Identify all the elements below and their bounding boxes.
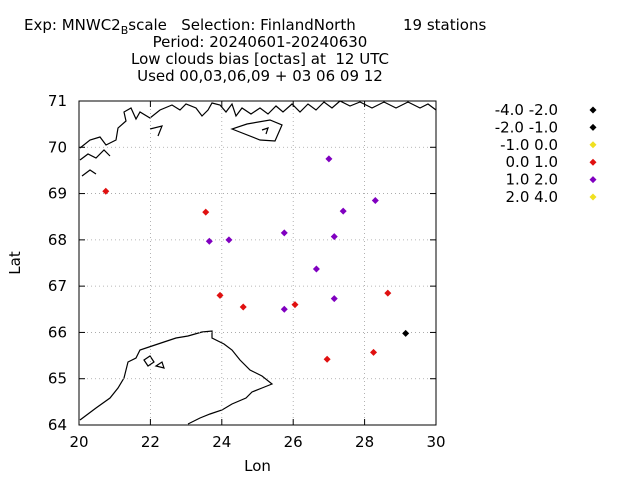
- station-point: [325, 155, 333, 163]
- legend-label: 1.0 2.0: [506, 171, 558, 189]
- x-tick-label: 28: [355, 433, 374, 451]
- station-point: [370, 348, 378, 356]
- y-tick-label: 71: [48, 92, 67, 110]
- legend-label: -2.0 -1.0: [495, 118, 558, 136]
- station-point: [330, 295, 338, 303]
- title-exp-subscript: B: [120, 24, 129, 37]
- y-tick-label: 66: [48, 323, 67, 341]
- station-point: [216, 291, 224, 299]
- title-parameter: Low clouds bias [octas] at 12 UTC: [131, 50, 389, 68]
- station-point: [205, 237, 213, 245]
- legend: -4.0 -2.0-2.0 -1.0-1.0 0.00.0 1.01.0 2.0…: [495, 101, 597, 206]
- y-tick-label: 69: [48, 185, 67, 203]
- x-tick-label: 24: [212, 433, 231, 451]
- x-tick-label: 22: [141, 433, 160, 451]
- station-point: [225, 236, 233, 244]
- station-point: [280, 229, 288, 237]
- station-point: [280, 305, 288, 313]
- station-point: [102, 187, 110, 195]
- y-tick-label: 67: [48, 277, 67, 295]
- legend-marker: [589, 141, 597, 149]
- title-stations: 19 stations: [403, 16, 487, 34]
- legend-marker: [589, 106, 597, 114]
- y-tick-label: 65: [48, 370, 67, 388]
- station-point: [371, 197, 379, 205]
- x-axis-label: Lon: [244, 457, 271, 475]
- title-selection: Selection: FinlandNorth: [181, 16, 356, 34]
- legend-label: -4.0 -2.0: [495, 101, 558, 119]
- y-axis-label: Lat: [6, 251, 24, 275]
- y-tick-label: 68: [48, 231, 67, 249]
- legend-marker: [589, 158, 597, 166]
- station-point: [202, 208, 210, 216]
- x-tick-label: 20: [69, 433, 88, 451]
- legend-label: 0.0 1.0: [506, 153, 558, 171]
- x-axis-ticks: 20 22 24 26 28 30: [69, 101, 446, 451]
- title-exp-prefix: Exp: MNWC2: [24, 16, 121, 34]
- station-point: [384, 289, 392, 297]
- station-point: [323, 355, 331, 363]
- map-coastlines: [79, 100, 437, 425]
- y-axis-ticks: 64 65 66 67 68 69 70 71: [48, 92, 436, 434]
- grid-lines: [79, 101, 436, 425]
- legend-marker: [589, 176, 597, 184]
- legend-label: 2.0 4.0: [506, 188, 558, 206]
- station-point: [402, 329, 410, 337]
- y-tick-label: 70: [48, 138, 67, 156]
- station-point: [239, 303, 247, 311]
- x-tick-label: 30: [426, 433, 445, 451]
- station-point: [312, 265, 320, 273]
- data-points: [102, 155, 410, 363]
- legend-marker: [589, 193, 597, 201]
- plot-frame: [78, 100, 437, 426]
- title-experiment: Exp: MNWC2Bscale Selection: FinlandNorth: [24, 16, 356, 37]
- title-period: Period: 20240601-20240630: [152, 33, 368, 51]
- y-tick-label: 64: [48, 416, 67, 434]
- title-used: Used 00,03,06,09 + 03 06 09 12: [137, 67, 383, 85]
- station-point: [339, 207, 347, 215]
- legend-label: -1.0 0.0: [500, 136, 558, 154]
- legend-marker: [589, 123, 597, 131]
- title-exp-suffix: scale: [128, 16, 167, 34]
- x-tick-label: 26: [284, 433, 303, 451]
- station-point: [291, 301, 299, 309]
- station-point: [330, 233, 338, 241]
